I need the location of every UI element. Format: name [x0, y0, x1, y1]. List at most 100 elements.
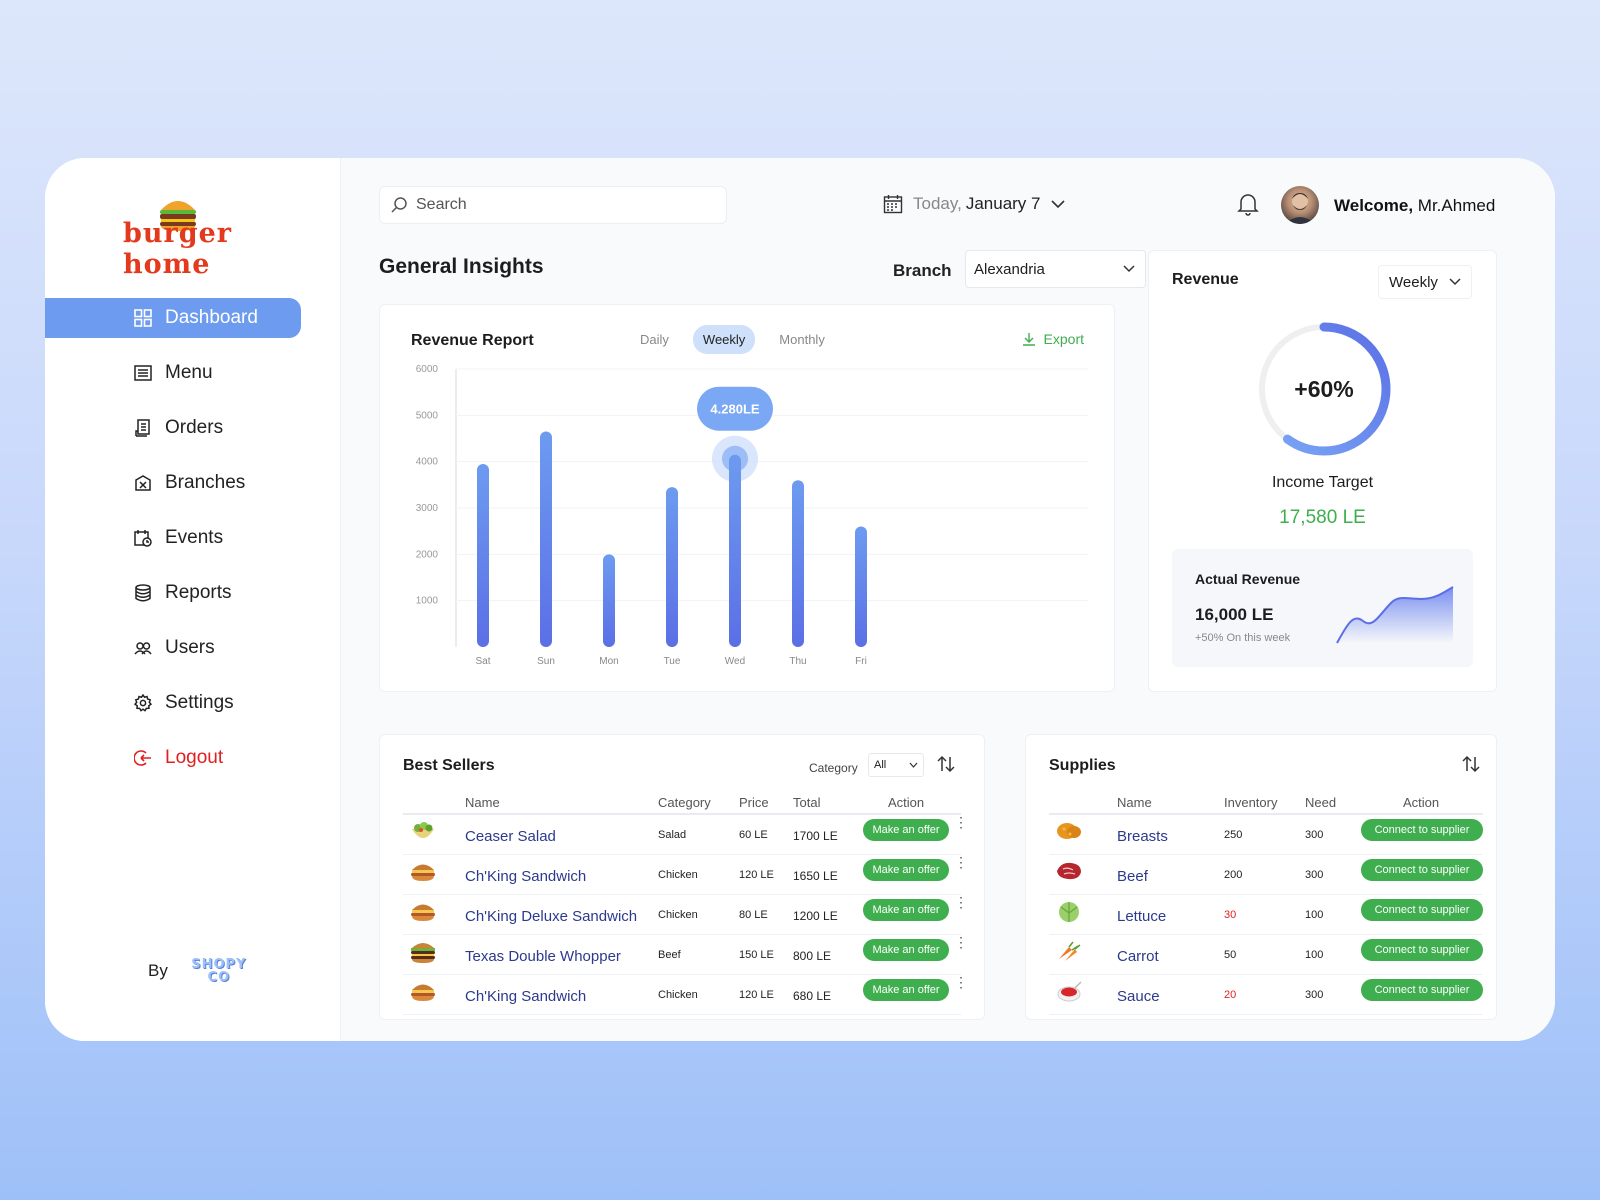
make-offer-button[interactable]: Make an offer: [863, 859, 949, 881]
tab-daily[interactable]: Daily: [640, 332, 669, 347]
x-tick-label: Fri: [855, 656, 867, 667]
item-name[interactable]: Texas Double Whopper: [465, 948, 621, 965]
connect-supplier-button[interactable]: Connect to supplier: [1361, 939, 1483, 961]
make-offer-button[interactable]: Make an offer: [863, 939, 949, 961]
connect-supplier-button[interactable]: Connect to supplier: [1361, 859, 1483, 881]
grid-icon: [133, 308, 153, 328]
more-options-icon[interactable]: ⋮: [954, 934, 968, 950]
supplies-title: Supplies: [1049, 757, 1116, 774]
item-total: 680 LE: [793, 989, 832, 1003]
revenue-period-select[interactable]: Weekly: [1378, 265, 1472, 299]
make-offer-button[interactable]: Make an offer: [863, 899, 949, 921]
col-action: Action: [1403, 795, 1440, 810]
supply-need: 300: [1305, 869, 1324, 881]
revenue-period-value: Weekly: [1389, 273, 1438, 291]
table-row[interactable]: Sauce 20 300 Connect to supplier: [1049, 975, 1483, 1015]
y-tick-label: 1000: [416, 596, 439, 607]
bar-sun: [540, 431, 552, 647]
col-name: Name: [465, 795, 500, 810]
table-row[interactable]: Lettuce 30 100 Connect to supplier: [1049, 895, 1483, 935]
notification-bell-icon[interactable]: [1236, 191, 1260, 217]
search-box[interactable]: Search: [379, 186, 727, 224]
sidebar-item-events[interactable]: Events: [45, 518, 341, 558]
table-row[interactable]: Ch'King Sandwich Chicken 120 LE 1650 LE Make…: [403, 854, 968, 895]
branch-value: Alexandria: [974, 260, 1045, 278]
supply-name[interactable]: Breasts: [1117, 828, 1168, 845]
actual-revenue-label: Actual Revenue: [1195, 571, 1301, 587]
date-prefix: Today,: [913, 194, 962, 213]
more-options-icon[interactable]: ⋮: [954, 854, 968, 870]
sidebar-item-settings[interactable]: Settings: [45, 683, 341, 723]
income-progress-ring: [1257, 322, 1391, 456]
supply-name[interactable]: Sauce: [1117, 988, 1160, 1005]
col-total: Total: [793, 795, 821, 810]
connect-supplier-button[interactable]: Connect to supplier: [1361, 979, 1483, 1001]
table-row[interactable]: Beef 200 300 Connect to supplier: [1049, 855, 1483, 895]
item-category: Salad: [658, 829, 687, 841]
table-row[interactable]: Texas Double Whopper Beef 150 LE 800 LE Make…: [403, 934, 968, 975]
date-value: January 7: [965, 194, 1041, 213]
supply-name[interactable]: Lettuce: [1117, 908, 1167, 925]
tooltip-bubble: [697, 386, 773, 431]
x-tick-label: Tue: [664, 656, 681, 667]
tab-weekly[interactable]: Weekly: [692, 325, 756, 354]
table-row[interactable]: Ch'King Deluxe Sandwich Chicken 80 LE 1200 …: [403, 894, 968, 935]
connect-supplier-button[interactable]: Connect to supplier: [1361, 899, 1483, 921]
sidebar-item-users[interactable]: Users: [45, 628, 341, 668]
revenue-report-card: Revenue Report Daily Weekly Monthly Expo…: [379, 304, 1115, 692]
sandwich-thumbnail-icon: [409, 859, 437, 883]
table-row[interactable]: Ch'King Sandwich Chicken 120 LE 680 LE Make …: [403, 974, 968, 1015]
item-name[interactable]: Ch'King Sandwich: [465, 868, 587, 885]
category-label: Category: [809, 761, 858, 775]
sidebar-item-logout[interactable]: Logout: [45, 738, 341, 778]
branch-select[interactable]: Alexandria: [965, 250, 1146, 288]
date-picker[interactable]: Today, January 7: [883, 194, 1065, 214]
make-offer-button[interactable]: Make an offer: [863, 819, 949, 841]
maker-credit: By SHOPY CO: [148, 958, 254, 984]
user-avatar[interactable]: [1281, 186, 1319, 224]
sidebar-item-menu[interactable]: Menu: [45, 353, 341, 393]
sidebar-item-branches[interactable]: Branches: [45, 463, 341, 503]
more-options-icon[interactable]: ⋮: [954, 894, 968, 910]
item-category: Chicken: [658, 989, 698, 1001]
item-category: Chicken: [658, 909, 698, 921]
category-value: All: [874, 759, 887, 771]
gear-icon: [133, 693, 153, 713]
category-select[interactable]: All: [868, 753, 924, 777]
item-name[interactable]: Ceaser Salad: [465, 828, 556, 845]
store-icon: [133, 473, 153, 493]
sidebar-item-orders[interactable]: Orders: [45, 408, 341, 448]
burger-thumbnail-icon: [409, 939, 437, 963]
more-options-icon[interactable]: ⋮: [954, 814, 968, 830]
search-input[interactable]: Search: [416, 196, 467, 213]
sidebar-item-label: Settings: [165, 692, 234, 713]
income-target-label: Income Target: [1271, 474, 1374, 491]
sidebar-item-dashboard[interactable]: Dashboard: [45, 298, 301, 338]
sidebar-item-reports[interactable]: Reports: [45, 573, 341, 613]
sort-button[interactable]: [935, 753, 957, 775]
export-label: Export: [1043, 331, 1084, 347]
y-tick-label: 4000: [416, 457, 439, 468]
sort-button[interactable]: [1460, 753, 1482, 775]
export-button[interactable]: Export: [1022, 331, 1084, 347]
sidebar-item-label: Reports: [165, 582, 232, 603]
table-row[interactable]: Ceaser Salad Salad 60 LE 1700 LE Make an off…: [403, 814, 968, 855]
item-name[interactable]: Ch'King Deluxe Sandwich: [465, 908, 638, 925]
item-name[interactable]: Ch'King Sandwich: [465, 988, 587, 1005]
supply-need: 300: [1305, 829, 1324, 841]
database-icon: [133, 583, 153, 603]
connect-supplier-button[interactable]: Connect to supplier: [1361, 819, 1483, 841]
make-offer-button[interactable]: Make an offer: [863, 979, 949, 1001]
sparkline-chart: [1336, 586, 1454, 644]
more-options-icon[interactable]: ⋮: [954, 974, 968, 990]
sidebar-item-label: Logout: [165, 747, 224, 768]
table-row[interactable]: Breasts 250 300 Connect to supplier: [1049, 815, 1483, 855]
supply-name[interactable]: Carrot: [1117, 948, 1159, 965]
logo-text: burger home: [123, 218, 233, 280]
sidebar-nav: Dashboard Menu Orders Branches Events Re…: [45, 298, 341, 793]
supply-name[interactable]: Beef: [1117, 868, 1148, 885]
table-row[interactable]: Carrot 50 100 Connect to supplier: [1049, 935, 1483, 975]
tab-monthly[interactable]: Monthly: [779, 332, 825, 347]
brand-logo[interactable]: burger home: [123, 196, 273, 280]
y-tick-label: 2000: [416, 549, 439, 560]
